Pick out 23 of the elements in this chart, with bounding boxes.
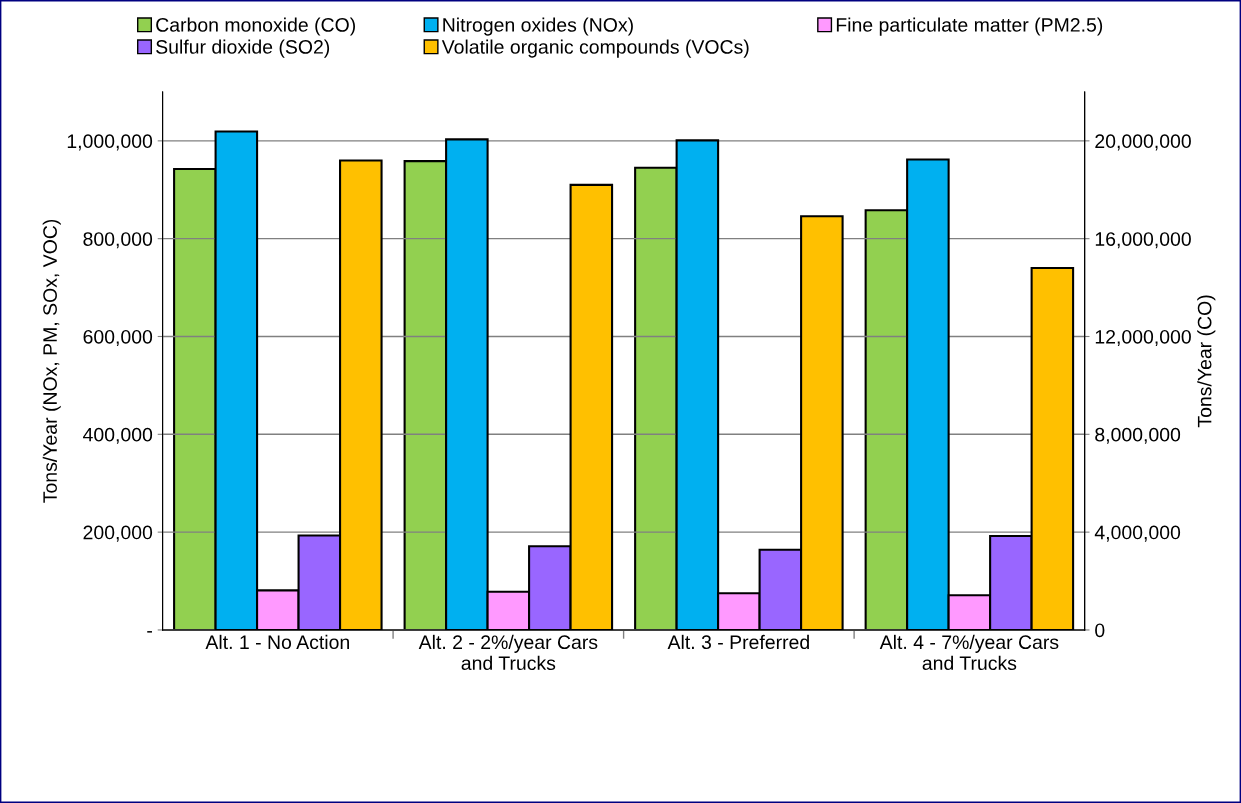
y2-tick-label: 20,000,000 bbox=[1095, 134, 1191, 151]
y2-tick-label: 4,000,000 bbox=[1094, 525, 1181, 542]
x-tick-label: Alt. 3 - Preferred bbox=[667, 634, 809, 650]
legend-label: Fine particulate matter (PM2.5) bbox=[836, 17, 1103, 36]
legend-label: Sulfur dioxide (SO2) bbox=[156, 39, 330, 58]
y-tick-label: 600,000 bbox=[83, 329, 153, 347]
y2-tick-label: 8,000,000 bbox=[1095, 427, 1181, 444]
legend-label: Carbon monoxide (CO) bbox=[156, 17, 356, 36]
y-tick-label: 200,000 bbox=[83, 525, 153, 542]
legend-label: Nitrogen oxides (NOx) bbox=[443, 17, 633, 36]
x-tick-label: Alt. 2 - 2%/year Cars and Trucks bbox=[418, 634, 598, 671]
y-tick-label: 1,000,000 bbox=[67, 134, 153, 151]
y2-axis-title: Tons/Year (CO) bbox=[1197, 295, 1216, 428]
y-tick-label: 400,000 bbox=[83, 427, 153, 444]
legend-label: Volatile organic compounds (VOCs) bbox=[441, 39, 749, 58]
y2-tick-label: 12,000,000 bbox=[1095, 329, 1191, 347]
y-tick-label: 800,000 bbox=[83, 232, 153, 249]
y2-tick-label: 0 bbox=[1095, 623, 1105, 638]
y-tick-label: - bbox=[147, 631, 152, 633]
x-tick-label: Alt. 4 - 7%/year Cars and Trucks bbox=[879, 634, 1059, 671]
y-axis-title: Tons/Year (NOx, PM, SOx, VOC) bbox=[42, 219, 61, 503]
x-tick-label: Alt. 1 - No Action bbox=[205, 634, 349, 650]
y2-tick-label: 16,000,000 bbox=[1095, 232, 1191, 249]
